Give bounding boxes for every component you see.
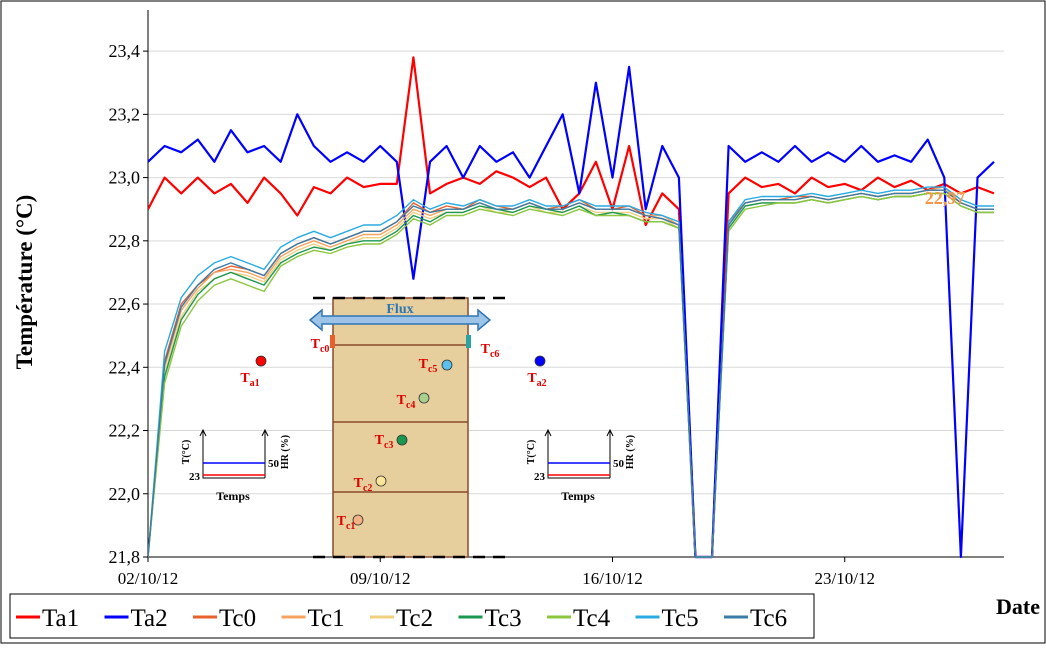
inset-y-right: HR (%): [625, 435, 636, 469]
legend-label: Tc2: [396, 605, 433, 632]
y-tick-label: 23,4: [109, 41, 141, 61]
label-base: T: [240, 371, 250, 386]
series-line: [148, 186, 994, 558]
legend-label: Ta1: [42, 605, 79, 632]
label-base: T: [419, 357, 429, 372]
flux-label: Flux: [386, 302, 413, 317]
inset-right-value: 50: [268, 458, 280, 470]
sensor-dot: [441, 359, 453, 371]
legend-label: Tc3: [485, 605, 522, 632]
sensor-label: Ta2: [527, 371, 546, 389]
label-sub: c0: [320, 344, 329, 355]
sensor-label: Tc2: [354, 476, 373, 494]
label-base: T: [311, 337, 321, 352]
label-base: T: [354, 476, 364, 491]
sensor-dot: [255, 355, 267, 367]
label-sub: c1: [346, 521, 355, 532]
label-base: T: [481, 342, 491, 357]
legend-label: Tc6: [750, 605, 787, 632]
label-sub: a1: [250, 378, 260, 389]
sensor-label: Tc5: [419, 357, 438, 375]
label-base: T: [527, 371, 537, 386]
y-tick-label: 21,8: [109, 547, 141, 567]
label-sub: a2: [537, 378, 547, 389]
label-base: T: [375, 433, 385, 448]
label-sub: c6: [490, 349, 499, 360]
y-tick-label: 23,2: [109, 104, 141, 124]
sensor-label: Tc1: [337, 514, 356, 532]
sensor-label: Tc0: [311, 337, 330, 355]
x-axis-title: Date: [996, 594, 1040, 619]
legend-label: Tc4: [573, 605, 611, 632]
legend-label: Tc5: [662, 605, 699, 632]
inset-y-right: HR (%): [280, 435, 291, 469]
series-group: [148, 56, 995, 559]
legend-label: Tc1: [308, 605, 345, 632]
wall: [332, 297, 469, 558]
legend-label: Ta2: [131, 605, 168, 632]
x-tick-label: 02/10/12: [118, 569, 178, 588]
sensor-dot: [418, 392, 430, 404]
y-tick-label: 23,0: [109, 168, 141, 188]
y-tick-label: 22,0: [109, 484, 141, 504]
series-line: [148, 192, 994, 558]
y-tick-label: 22,2: [109, 421, 141, 441]
inset-axes: [199, 428, 269, 479]
inset-y-left: T(°C): [526, 440, 537, 465]
sensor-dot: [352, 514, 364, 526]
inset-axes: [544, 428, 614, 479]
inset-y-left: T(°C): [181, 440, 192, 465]
label-sub: c5: [428, 364, 437, 375]
inset-left-value: 23: [189, 471, 201, 483]
sensor-dot: [375, 475, 387, 487]
sensor-dot: [396, 434, 408, 446]
sensor-label: Tc6: [481, 342, 500, 360]
inset-left-value: 23: [534, 471, 546, 483]
x-tick-label: 09/10/12: [350, 569, 410, 588]
y-tick-label: 22,6: [109, 294, 141, 314]
sensor-label: Ta1: [240, 371, 259, 389]
sensor-label: Tc3: [375, 433, 394, 451]
flux-arrow: [308, 308, 492, 332]
y-tick-label: 22,4: [109, 357, 141, 377]
y-axis-title: Température (°C): [12, 195, 37, 370]
sensor-c6: [466, 335, 471, 348]
series-line: [148, 65, 995, 559]
sensor-label: Tc4: [397, 393, 416, 411]
x-tick-label: 23/10/12: [815, 569, 875, 588]
label-sub: c2: [363, 483, 372, 494]
label-sub: c4: [406, 400, 415, 411]
sensor-c0: [330, 335, 335, 348]
label-base: T: [337, 514, 347, 529]
annotation: 22,97: [925, 188, 966, 208]
inset-x: Temps: [216, 489, 250, 503]
inset-x: Temps: [561, 489, 595, 503]
x-tick-label: 16/10/12: [582, 569, 642, 588]
legend-label: Tc0: [219, 605, 256, 632]
inset-right-value: 50: [613, 458, 625, 470]
y-tick-label: 22,8: [109, 231, 141, 251]
label-base: T: [397, 393, 407, 408]
label-sub: c3: [384, 440, 393, 451]
series-line: [148, 189, 994, 558]
sensor-dot: [534, 355, 546, 367]
legend-box: [9, 593, 815, 639]
series-line: [148, 56, 995, 559]
